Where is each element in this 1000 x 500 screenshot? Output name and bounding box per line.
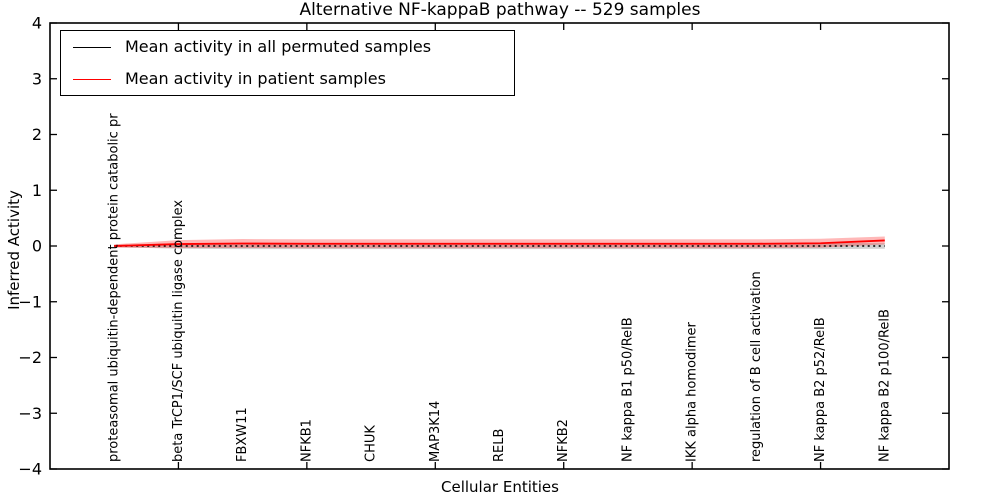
legend-entry-permuted: Mean activity in all permuted samples (73, 37, 514, 57)
y-tick-label: 0 (32, 237, 42, 256)
legend-label-permuted: Mean activity in all permuted samples (125, 37, 432, 56)
legend-line-patient-icon (73, 78, 111, 80)
x-tick-label: NF kappa B1 p50/RelB (620, 317, 635, 462)
x-tick-label: MAP3K14 (428, 401, 443, 462)
x-tick-label: CHUK (364, 425, 379, 462)
x-tick-label: NFKB1 (299, 419, 314, 462)
x-tick-label: NF kappa B2 p52/RelB (813, 317, 828, 462)
x-axis-label: Cellular Entities (441, 478, 559, 496)
x-tick-label: beta TrCP1/SCF ubiquitin ligase complex (171, 200, 186, 462)
series-line-1 (114, 239, 885, 247)
x-tick-label: regulation of B cell activation (749, 271, 764, 462)
y-tick-label: 3 (32, 69, 42, 88)
legend-entry-patient: Mean activity in patient samples (73, 69, 514, 89)
x-tick-label: FBXW11 (235, 407, 250, 462)
legend-label-patient: Mean activity in patient samples (125, 69, 386, 88)
y-tick-label: −1 (18, 292, 42, 311)
x-tick-label: RELB (492, 429, 507, 462)
chart-title: Alternative NF-kappaB pathway -- 529 sam… (299, 0, 701, 20)
y-tick-label: 2 (32, 125, 42, 144)
x-tick-label: NFKB2 (556, 419, 571, 462)
legend-line-permuted-icon (73, 46, 111, 48)
y-tick-label: −3 (18, 404, 42, 423)
y-tick-label: 1 (32, 181, 42, 200)
y-tick-label: 4 (32, 14, 42, 33)
x-tick-label: proteasomal ubiquitin-dependent protein … (107, 113, 122, 462)
y-tick-label: −2 (18, 348, 42, 367)
x-tick-label: NF kappa B2 p100/RelB (877, 309, 892, 462)
y-tick-label: −4 (18, 460, 42, 479)
legend: Mean activity in all permuted samples Me… (60, 30, 515, 96)
x-tick-label: IKK alpha homodimer (685, 321, 700, 462)
